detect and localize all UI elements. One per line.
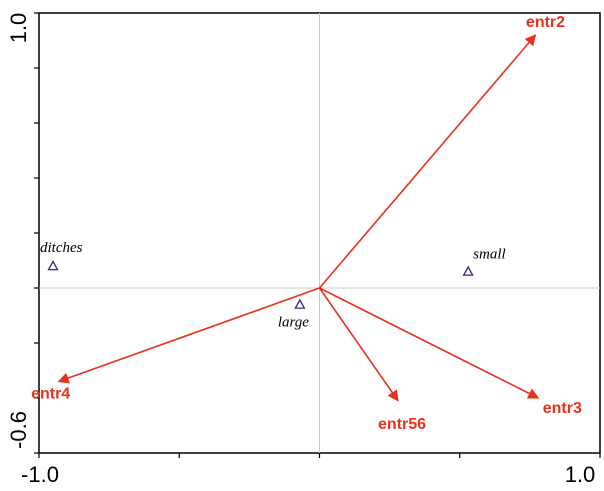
arrow-label-entr3: entr3 xyxy=(543,400,582,417)
x-tick-label-min: -1.0 xyxy=(21,462,59,487)
arrow-entr2 xyxy=(318,34,537,289)
arrow-entr4 xyxy=(57,287,320,384)
y-tick-label-max: 1.0 xyxy=(6,13,31,44)
point-label-small: small xyxy=(473,247,506,263)
point-marker-small xyxy=(462,265,474,276)
arrow-entr3 xyxy=(319,287,540,399)
x-tick-label-max: 1.0 xyxy=(565,462,596,487)
point-marker-ditches xyxy=(47,260,59,271)
point-label-ditches: ditches xyxy=(40,240,83,256)
axis-ticks xyxy=(34,12,601,458)
site-points: ditches small large xyxy=(40,240,506,331)
env-arrows: entr2 entr4 entr56 entr3 xyxy=(31,14,582,433)
arrow-label-entr56: entr56 xyxy=(378,416,426,433)
y-tick-label-min: -0.6 xyxy=(6,411,31,449)
arrow-label-entr2: entr2 xyxy=(526,14,565,31)
arrow-label-entr4: entr4 xyxy=(31,386,70,403)
point-label-large: large xyxy=(278,315,309,331)
point-marker-large xyxy=(294,298,306,309)
arrow-entr56 xyxy=(318,287,399,402)
